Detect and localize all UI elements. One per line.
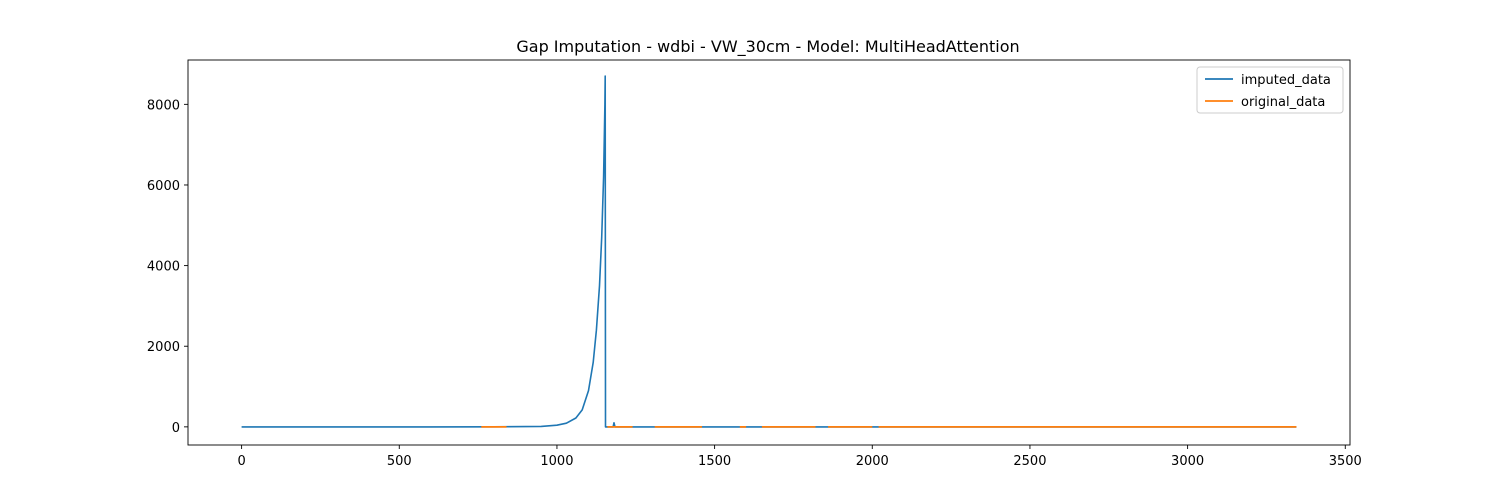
legend-label-imputed-data: imputed_data	[1241, 73, 1331, 88]
x-tick-label: 3000	[1171, 454, 1204, 469]
series-line-imputed-data	[241, 75, 1297, 428]
y-tick-label: 8000	[147, 98, 180, 113]
y-tick-label: 6000	[147, 179, 180, 194]
x-tick-label: 2500	[1013, 454, 1046, 469]
x-tick-label: 0	[237, 454, 245, 469]
x-tick-label: 2000	[856, 454, 889, 469]
y-tick-label: 2000	[147, 340, 180, 355]
axes-frame	[187, 59, 1351, 446]
x-tick-label: 1000	[540, 454, 573, 469]
axes: 0 500 1000 1500 2000 2500 3000 3500 0 2000 4000 600…	[147, 59, 1362, 469]
y-tick-label: 0	[172, 421, 180, 436]
y-tick-label: 4000	[147, 260, 180, 275]
x-tick-label: 1500	[698, 454, 731, 469]
x-tick-label: 500	[387, 454, 412, 469]
x-tick-label: 3500	[1329, 454, 1362, 469]
legend-box	[1196, 66, 1344, 114]
chart-title: Gap Imputation - wdbi - VW_30cm - Model:…	[516, 37, 1019, 57]
legend-label-original-data: original_data	[1241, 95, 1325, 110]
plot-area	[241, 75, 1297, 428]
legend: imputed_data original_data	[1196, 66, 1344, 114]
